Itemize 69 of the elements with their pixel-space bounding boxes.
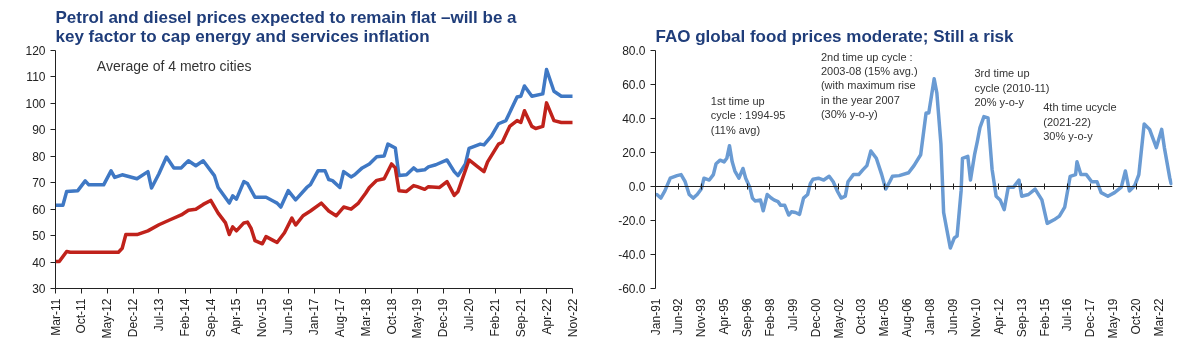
x-tick-label: Apr-12 <box>991 298 1006 335</box>
y-tick-label: 50 <box>32 229 46 244</box>
x-tick-label: Sep-96 <box>740 298 755 338</box>
chart-title: Petrol and diesel prices expected to remain flat –will be a key factor to cap energy and services inflation <box>55 7 518 46</box>
y-tick-label: -40.0 <box>618 248 646 262</box>
x-tick-label: Sep-13 <box>1014 298 1029 338</box>
x-tick-label: Jan-08 <box>923 298 938 336</box>
x-tick-label: Jan-91 <box>648 298 663 336</box>
x-tick-label: Apr-22 <box>539 298 554 335</box>
y-tick-label: 30 <box>32 282 46 296</box>
y-tick-label: 60.0 <box>622 78 646 92</box>
x-tick-label: Jul-13 <box>151 298 166 332</box>
x-tick-label: Dec-12 <box>126 298 141 338</box>
x-tick-label: Dec-00 <box>808 298 823 338</box>
annotation: 2nd time up cycle : 2003-08 (15% avg.) (with maximum rise in the year 2007 (30% y-o-y) <box>820 50 918 121</box>
x-tick-label: Mar-05 <box>877 298 892 337</box>
y-tick-label: 40.0 <box>622 112 646 126</box>
annotation: 4th time ucycle (2021-22) 30% y-o-y <box>1043 101 1117 143</box>
x-tick-label: Jun-09 <box>946 298 961 336</box>
x-tick-label: Jan-17 <box>307 298 322 336</box>
x-tick-label: Oct-20 <box>1129 298 1144 335</box>
x-tick-label: Apr-15 <box>229 298 244 335</box>
y-tick-label: 100 <box>25 96 46 111</box>
y-tick-label: 80 <box>32 149 46 164</box>
x-tick-label: Aug-06 <box>900 298 915 338</box>
x-tick-label: Sep-14 <box>203 298 218 338</box>
y-tick-label: 0.0 <box>628 180 646 194</box>
x-tick-label: Jul-99 <box>785 298 800 332</box>
x-tick-label: May-12 <box>100 298 115 339</box>
x-tick-label: May-02 <box>831 298 846 339</box>
x-tick-label: Dec-17 <box>1083 298 1098 338</box>
x-tick-label: Oct-03 <box>854 298 869 335</box>
x-tick-label: Oct-11 <box>74 298 89 334</box>
x-tick-label: Feb-14 <box>178 298 193 337</box>
y-tick-label: 90 <box>32 123 46 138</box>
x-tick-label: Oct-18 <box>384 298 399 335</box>
x-tick-label: Nov-10 <box>968 298 983 338</box>
x-tick-label: May-19 <box>410 298 425 339</box>
x-tick-label: Feb-98 <box>762 298 777 337</box>
y-tick-label: 40 <box>32 255 46 270</box>
y-tick-label: -60.0 <box>618 282 646 296</box>
x-tick-label: Mar-18 <box>358 298 373 337</box>
y-tick-label: -20.0 <box>618 214 646 228</box>
x-tick-label: Mar-11 <box>48 298 63 336</box>
x-tick-label: Aug-17 <box>332 298 347 338</box>
y-tick-label: 110 <box>26 70 46 85</box>
y-tick-label: 120 <box>25 44 46 58</box>
y-tick-label: 80.0 <box>622 44 646 58</box>
x-tick-label: Jul-20 <box>462 298 477 332</box>
x-tick-label: Nov-93 <box>694 298 709 338</box>
y-tick-label: 60 <box>32 202 46 217</box>
x-tick-label: Feb-15 <box>1037 298 1052 337</box>
y-tick-label: 70 <box>32 176 46 191</box>
x-tick-label: Jun-92 <box>671 298 686 336</box>
annotation: Average of 4 metro cities <box>96 57 252 74</box>
x-tick-label: Nov-22 <box>565 298 580 338</box>
x-tick-label: Jul-16 <box>1060 298 1075 332</box>
x-tick-label: Nov-15 <box>255 298 270 338</box>
x-tick-label: Mar-22 <box>1151 298 1166 337</box>
x-tick-label: May-19 <box>1106 298 1121 339</box>
x-tick-label: Feb-21 <box>488 298 503 337</box>
y-tick-label: 20.0 <box>622 146 646 160</box>
x-tick-label: Dec-19 <box>436 298 451 338</box>
annotation: 1st time up cycle : 1994-95 (11% avg) <box>710 94 786 136</box>
chart-title: FAO global food prices moderate; Still a risk <box>655 26 1015 46</box>
x-tick-label: Sep-21 <box>513 298 528 338</box>
line-series <box>55 101 573 264</box>
x-tick-label: Apr-95 <box>717 298 732 335</box>
x-tick-label: Jun-16 <box>281 298 296 336</box>
